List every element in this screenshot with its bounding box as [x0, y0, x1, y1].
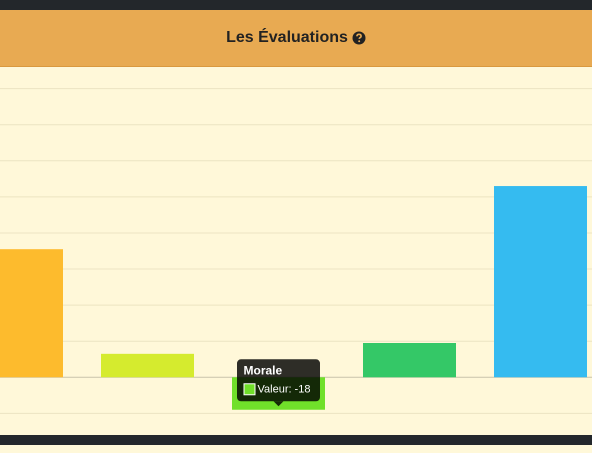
bar: [363, 343, 456, 378]
panel-header: Les Évaluations: [0, 10, 592, 67]
tooltip-value: -18: [295, 383, 311, 395]
help-icon[interactable]: [352, 31, 366, 45]
panel-title: Les Évaluations: [226, 29, 348, 46]
tooltip: Morale Valeur: -18: [237, 359, 320, 407]
tooltip-body: Valeur: -18: [258, 383, 311, 395]
bottom-bar: [0, 435, 592, 445]
tooltip-box: [237, 359, 320, 402]
top-bar: [0, 0, 592, 10]
tooltip-arrow: [273, 401, 284, 407]
bar: [494, 186, 587, 378]
tooltip-title: Morale: [244, 363, 283, 377]
chart: Morale Valeur: -18: [0, 88, 592, 414]
tooltip-label: Valeur:: [258, 383, 292, 395]
bar: [101, 353, 194, 378]
tooltip-swatch: [243, 383, 256, 396]
bar: [0, 249, 63, 378]
